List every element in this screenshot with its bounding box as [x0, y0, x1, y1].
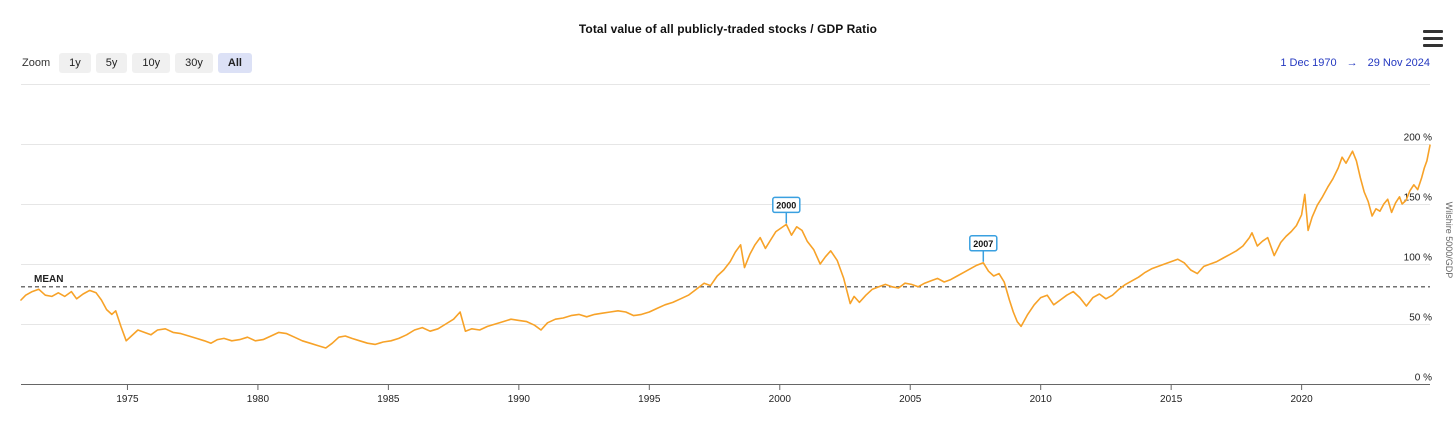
arrow-right-icon: → [1346, 56, 1358, 69]
y-axis-label: 0 % [1415, 373, 1432, 384]
zoom-30y-button[interactable]: 30y [175, 52, 213, 73]
x-axis-label: 2000 [769, 394, 792, 405]
annotation-label: 2000 [776, 200, 796, 210]
zoom-all-button[interactable]: All [217, 52, 252, 73]
range-start-date[interactable]: 1 Dec 1970 [1280, 56, 1337, 69]
zoom-label: Zoom [22, 56, 51, 69]
x-axis-label: 2010 [1030, 394, 1053, 405]
y-axis-label: 150 % [1404, 193, 1432, 204]
x-axis-label: 2015 [1160, 394, 1183, 405]
mean-label: MEAN [34, 274, 63, 285]
zoom-10y-button[interactable]: 10y [132, 52, 171, 73]
zoom-1y-button[interactable]: 1y [59, 52, 91, 73]
x-axis-label: 1980 [247, 394, 270, 405]
x-axis-label: 1975 [116, 394, 139, 405]
y-axis-label: 50 % [1409, 313, 1432, 324]
x-axis-label: 1995 [638, 394, 661, 405]
y-axis-label: 200 % [1404, 133, 1432, 144]
annotation-flag-2007[interactable] [969, 235, 998, 252]
x-axis-label: 1990 [508, 394, 531, 405]
hamburger-icon [1423, 36, 1443, 41]
y-axis-title: Wilshire 5000/GDP [1444, 202, 1454, 279]
range-toolbar: Zoom 1y 5y 10y 30y All 1 Dec 1970 → 29 N… [22, 52, 1430, 73]
series-line[interactable] [20, 144, 1431, 349]
y-axis-label: 100 % [1404, 253, 1432, 264]
hamburger-icon [1423, 43, 1443, 47]
hamburger-icon [1423, 30, 1443, 34]
x-axis-label: 1985 [377, 394, 400, 405]
range-end-date[interactable]: 29 Nov 2024 [1367, 56, 1430, 69]
annotation-label: 2007 [973, 239, 993, 249]
x-axis-label: 2005 [899, 394, 922, 405]
date-range: 1 Dec 1970 → 29 Nov 2024 [1280, 57, 1430, 69]
chart-title: Total value of all publicly-traded stock… [578, 22, 878, 36]
context-menu-button[interactable] [1423, 29, 1445, 48]
x-axis-label: 2020 [1290, 394, 1313, 405]
zoom-5y-button[interactable]: 5y [95, 52, 128, 73]
annotation-flag-2000[interactable] [772, 196, 801, 214]
